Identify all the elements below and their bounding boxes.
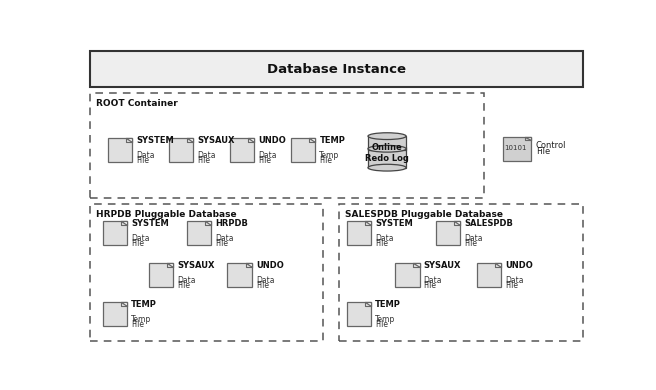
Text: Database Instance: Database Instance — [267, 63, 405, 76]
Text: Online
Redo Log: Online Redo Log — [365, 144, 409, 163]
Polygon shape — [246, 263, 252, 267]
Polygon shape — [309, 138, 316, 142]
Text: File: File — [464, 239, 478, 248]
Ellipse shape — [368, 164, 406, 171]
Text: SALESPDB: SALESPDB — [464, 218, 513, 228]
Polygon shape — [347, 302, 371, 326]
Polygon shape — [230, 138, 255, 162]
Text: SYSAUX: SYSAUX — [177, 261, 215, 269]
Polygon shape — [368, 136, 406, 150]
Text: Temp: Temp — [131, 315, 152, 324]
Polygon shape — [436, 221, 461, 245]
Text: Data: Data — [258, 151, 277, 160]
Polygon shape — [103, 302, 127, 326]
Bar — [90, 204, 323, 341]
Polygon shape — [167, 263, 173, 267]
Bar — [90, 93, 483, 199]
Text: SYSTEM: SYSTEM — [131, 218, 169, 228]
Text: File: File — [131, 320, 144, 329]
Text: TEMP: TEMP — [131, 300, 157, 308]
Polygon shape — [413, 263, 420, 267]
Polygon shape — [525, 137, 531, 140]
Text: File: File — [375, 320, 388, 329]
Text: TEMP: TEMP — [319, 136, 345, 145]
Text: Data: Data — [464, 234, 483, 243]
Text: Data: Data — [256, 276, 274, 285]
Text: Data: Data — [136, 151, 155, 160]
Text: 10101: 10101 — [504, 145, 527, 151]
Polygon shape — [365, 302, 371, 306]
Polygon shape — [108, 138, 133, 162]
Polygon shape — [347, 221, 371, 245]
Text: File: File — [258, 156, 272, 165]
Polygon shape — [368, 147, 406, 168]
Ellipse shape — [368, 145, 406, 152]
Text: Temp: Temp — [375, 315, 396, 324]
Text: File: File — [131, 239, 144, 248]
Polygon shape — [248, 138, 255, 142]
Polygon shape — [121, 302, 127, 306]
Polygon shape — [228, 263, 252, 287]
Text: Data: Data — [197, 151, 216, 160]
Polygon shape — [126, 138, 133, 142]
Text: Data: Data — [375, 234, 394, 243]
Text: Control: Control — [536, 142, 566, 151]
Text: Data: Data — [505, 276, 523, 285]
Polygon shape — [149, 263, 173, 287]
Text: HRPDB: HRPDB — [215, 218, 248, 228]
Polygon shape — [502, 137, 531, 161]
Text: File: File — [197, 156, 211, 165]
Text: SYSTEM: SYSTEM — [136, 136, 174, 145]
Bar — [90, 51, 583, 87]
Polygon shape — [395, 263, 420, 287]
Ellipse shape — [368, 133, 406, 140]
Text: File: File — [215, 239, 228, 248]
Text: File: File — [256, 281, 269, 290]
Polygon shape — [291, 138, 316, 162]
Text: SYSTEM: SYSTEM — [375, 218, 413, 228]
Text: UNDO: UNDO — [258, 136, 286, 145]
Polygon shape — [365, 221, 371, 225]
Polygon shape — [121, 221, 127, 225]
Text: SYSAUX: SYSAUX — [197, 136, 235, 145]
Text: UNDO: UNDO — [256, 261, 283, 269]
Text: File: File — [536, 147, 550, 156]
Text: Data: Data — [424, 276, 442, 285]
Text: Data: Data — [215, 234, 234, 243]
Text: Data: Data — [177, 276, 195, 285]
Text: File: File — [136, 156, 150, 165]
Text: File: File — [375, 239, 388, 248]
Polygon shape — [187, 221, 211, 245]
Text: SALESPDB Pluggable Database: SALESPDB Pluggable Database — [345, 210, 503, 219]
Polygon shape — [187, 138, 194, 142]
Text: Data: Data — [131, 234, 150, 243]
Text: File: File — [424, 281, 437, 290]
Text: File: File — [319, 156, 333, 165]
Polygon shape — [169, 138, 194, 162]
Polygon shape — [476, 263, 501, 287]
Text: ROOT Container: ROOT Container — [96, 99, 178, 108]
Text: SYSAUX: SYSAUX — [424, 261, 461, 269]
Polygon shape — [103, 221, 127, 245]
Text: TEMP: TEMP — [375, 300, 401, 308]
Polygon shape — [205, 221, 211, 225]
Text: File: File — [505, 281, 518, 290]
Bar — [338, 204, 583, 341]
Text: HRPDB Pluggable Database: HRPDB Pluggable Database — [96, 210, 236, 219]
Text: Temp: Temp — [319, 151, 340, 160]
Text: File: File — [177, 281, 190, 290]
Polygon shape — [495, 263, 501, 267]
Polygon shape — [454, 221, 461, 225]
Text: UNDO: UNDO — [505, 261, 533, 269]
